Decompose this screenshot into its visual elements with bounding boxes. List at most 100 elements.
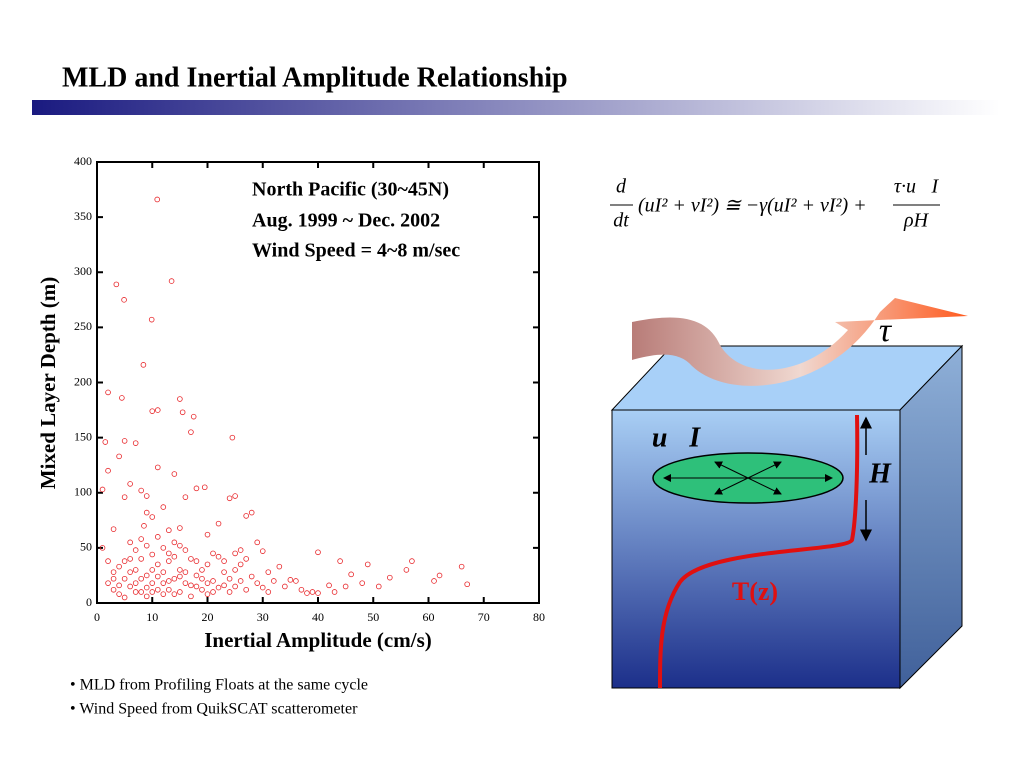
arrow [747,461,782,479]
data-point [116,582,122,589]
data-point [237,561,244,568]
data-point [143,572,150,579]
data-point [265,589,272,595]
data-point [464,581,470,588]
x-tick-label: 60 [423,610,435,624]
data-point [138,556,145,562]
data-point [232,583,238,590]
equation-part: τ·u⃗I [894,176,940,198]
data-point [188,556,194,562]
data-point [182,580,189,586]
data-point [331,589,338,595]
data-point [166,586,172,593]
data-point [342,583,349,590]
data-point [177,525,183,531]
data-point [138,575,145,582]
ocean-diagram: τ u⃗I H T(z) [610,298,968,690]
data-point [160,545,167,551]
y-tick-label: 300 [74,264,92,278]
data-point [221,582,227,589]
data-point [127,556,133,562]
data-point [265,569,272,575]
data-point [276,563,283,570]
y-tick-label: 350 [74,209,92,223]
data-point [199,575,205,582]
data-point [243,513,249,519]
y-tick-label: 0 [86,595,92,609]
data-point [215,584,222,591]
data-point [248,509,255,516]
arrow [747,477,782,495]
data-point [171,553,178,560]
data-point [364,561,371,568]
data-point [226,589,233,595]
data-point [132,589,139,595]
data-point [375,583,382,590]
x-tick-label: 10 [146,610,158,624]
temperature-profile [658,414,860,689]
data-point [143,584,150,591]
annotation: North Pacific (30~45N) [252,179,449,201]
data-point [143,509,150,516]
y-tick-label: 400 [74,154,92,168]
data-point [148,316,155,323]
data-point [121,575,128,582]
data-point [226,575,233,582]
data-point [166,527,172,534]
data-point [177,589,183,595]
data-point [237,578,244,584]
data-point [287,577,294,583]
data-point [215,520,222,527]
x-tick-label: 20 [202,610,214,624]
data-point [154,561,161,568]
data-point [243,556,249,562]
data-point [182,494,189,500]
y-tick-label: 100 [74,485,92,499]
data-point [210,578,216,584]
data-point [436,572,443,579]
data-point [110,569,117,575]
data-point [204,591,211,597]
wind-arrow [632,298,968,386]
data-point [182,569,189,575]
data-point [243,586,249,593]
x-tick-label: 40 [312,610,324,624]
data-point [210,589,216,595]
data-point [188,593,194,600]
data-point [188,582,194,589]
data-point [387,574,393,581]
bullet: • MLD from Profiling Floats at the same … [70,677,368,694]
equation: d dt (uI² + vI²) ≅ −γ(uI² + vI²) + τ·u⃗I… [610,176,940,232]
data-point [132,547,139,553]
data-point [337,558,343,564]
data-point [141,523,147,529]
data-point [259,548,266,554]
data-point [105,580,111,586]
data-point [102,439,109,445]
equation-part: (uI² + vI²) ≅ −γ(uI² + vI²) + [638,195,867,217]
data-point [127,583,133,590]
data-point [149,514,156,520]
tau-label: τ [879,312,893,349]
data-point [116,453,122,460]
data-point [458,563,465,570]
data-point [210,550,216,557]
data-point [171,591,178,597]
data-point [149,589,156,595]
data-point [121,558,128,564]
data-point [204,580,211,586]
data-point [193,583,200,590]
data-point [154,573,161,580]
data-point [132,440,139,446]
chart: North Pacific (30~45N) Aug. 1999 ~ Dec. … [36,154,545,652]
data-point [149,551,156,558]
data-point [199,567,205,573]
annotation: Aug. 1999 ~ Dec. 2002 [252,210,440,232]
data-point [309,589,316,595]
x-tick-label: 0 [94,610,100,624]
data-point [182,547,189,553]
data-point [199,586,205,593]
data-point [193,558,200,564]
data-point [237,547,244,553]
data-point [132,567,139,573]
